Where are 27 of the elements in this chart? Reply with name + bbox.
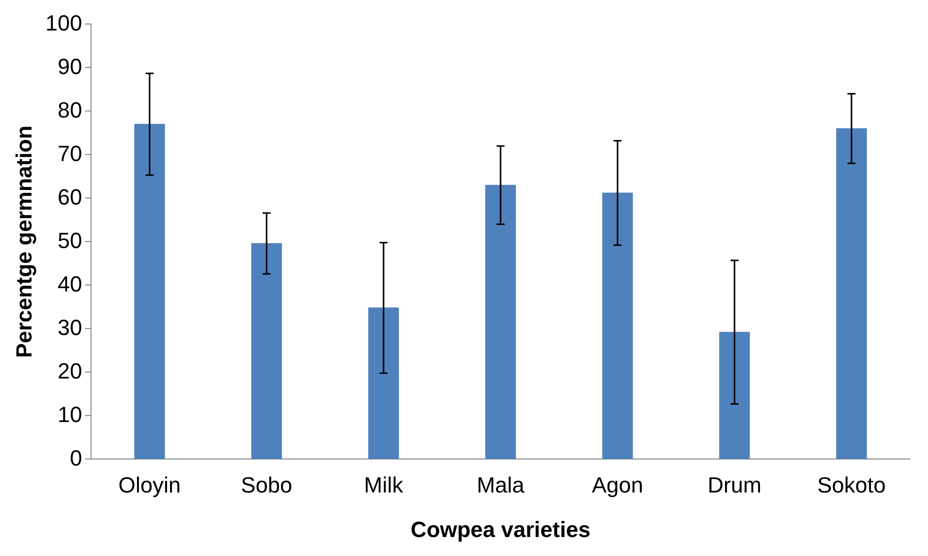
y-tick-label: 20	[58, 358, 82, 384]
y-tick-label: 100	[45, 10, 82, 36]
x-axis-title: Cowpea varieties	[410, 516, 590, 542]
y-tick-label: 40	[58, 271, 82, 296]
y-tick-label: 70	[58, 140, 82, 166]
bar	[602, 192, 633, 460]
x-tick-label: Mala	[476, 472, 526, 498]
y-tick-label: 0	[70, 445, 82, 470]
x-tick-label: Milk	[364, 472, 404, 498]
x-tick-label: Agon	[592, 472, 644, 498]
x-tick-label: Sobo	[240, 472, 292, 498]
y-tick-label: 30	[58, 314, 82, 340]
bar	[134, 124, 165, 460]
bar	[368, 307, 399, 460]
x-tick-label: Sokoto	[817, 472, 886, 498]
bar	[719, 332, 750, 460]
x-tick-label: Oloyin	[118, 472, 181, 498]
y-axis-title: Percentge germnation	[11, 126, 36, 358]
x-tick-label: Drum	[708, 472, 762, 498]
y-tick-label: 10	[58, 402, 82, 427]
y-tick-label: 90	[58, 54, 82, 79]
y-tick-label: 50	[58, 228, 82, 253]
bar	[485, 184, 516, 460]
bar	[836, 128, 867, 460]
y-tick-label: 60	[58, 184, 82, 210]
bar	[251, 243, 282, 460]
y-tick-label: 80	[58, 97, 82, 122]
